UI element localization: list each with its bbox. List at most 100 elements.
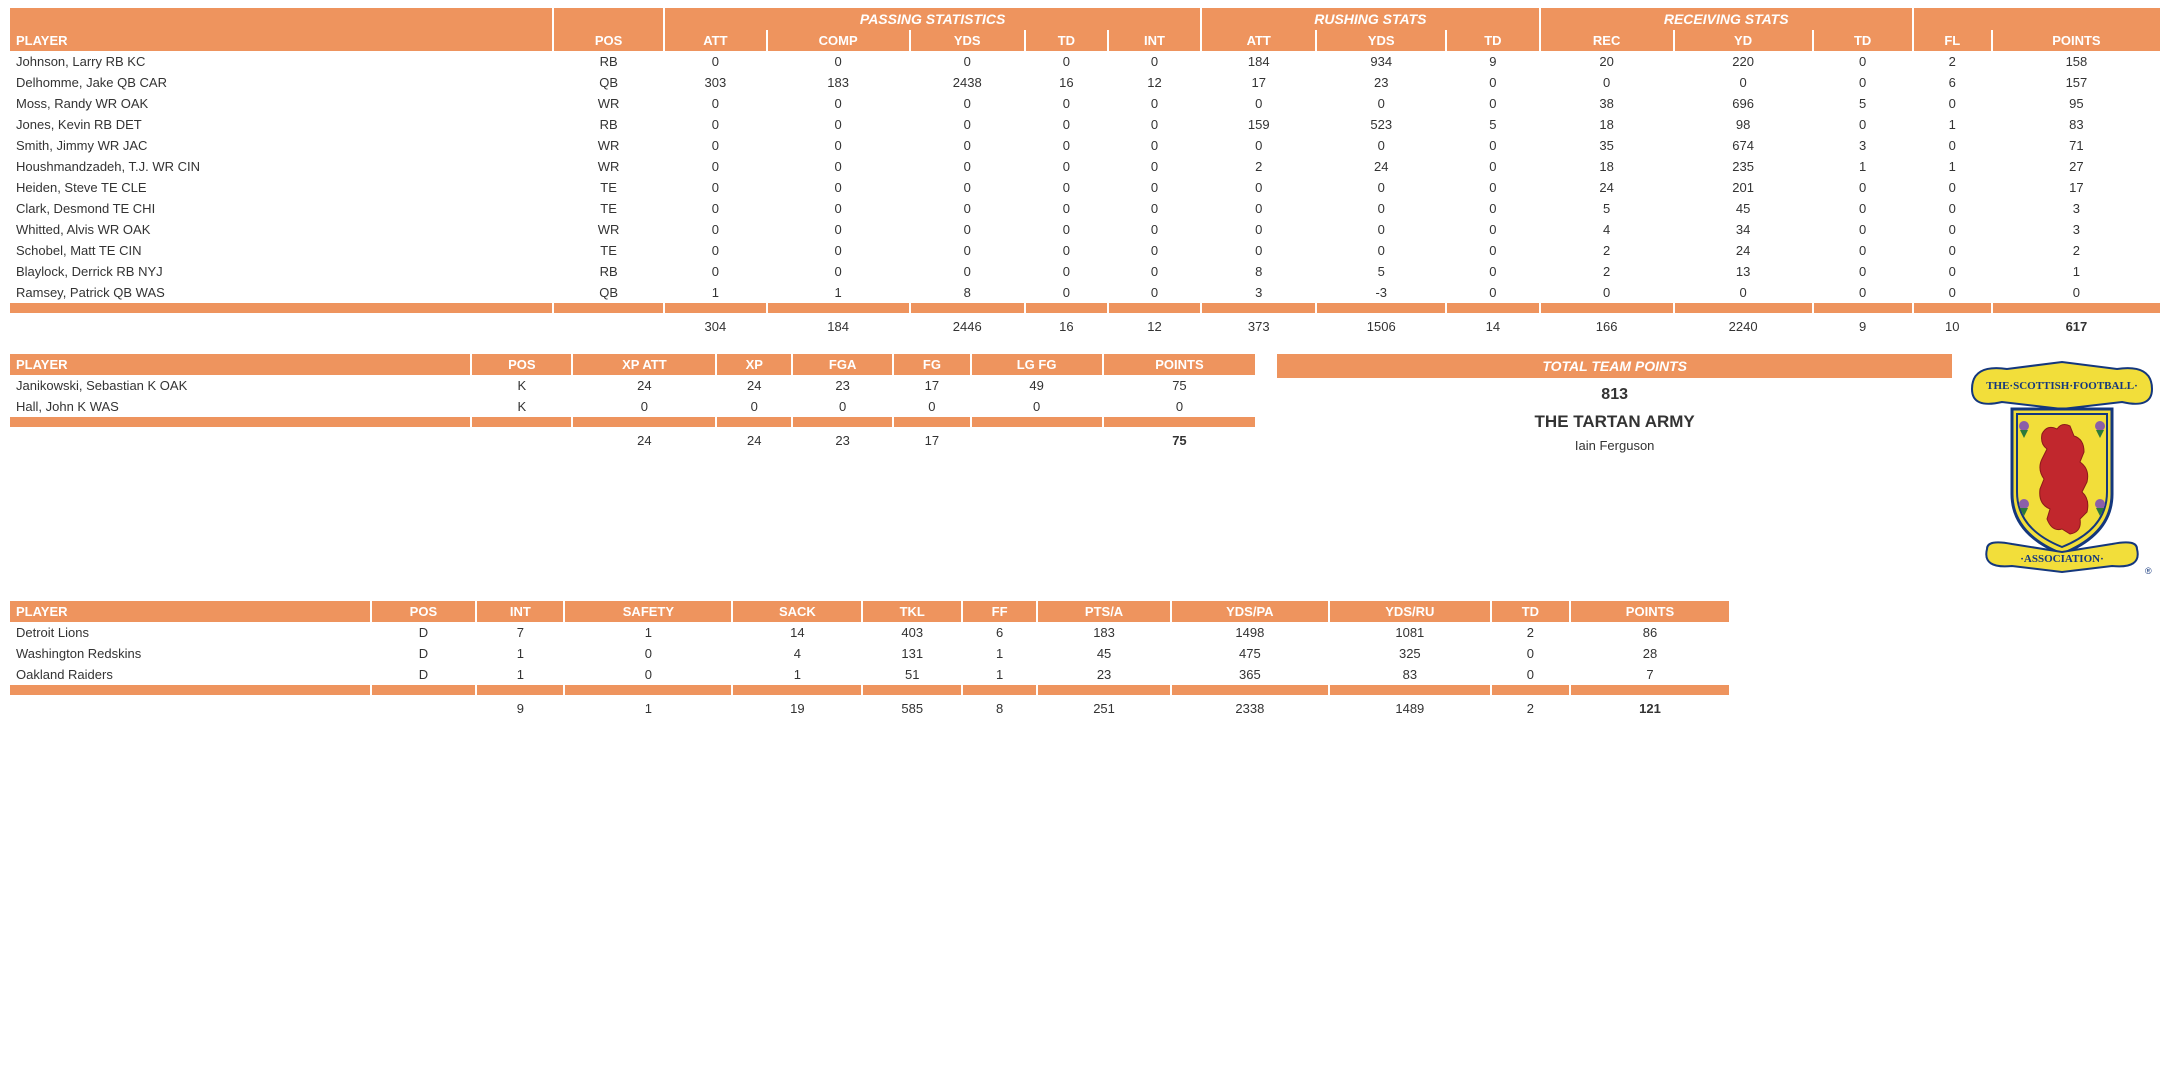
stat-cell: 0 xyxy=(1026,177,1107,198)
stat-cell: 159 xyxy=(1202,114,1315,135)
stat-cell: 0 xyxy=(1026,261,1107,282)
stat-cell: 0 xyxy=(1109,240,1200,261)
player-cell: Smith, Jimmy WR JAC xyxy=(10,135,552,156)
total-cell: 1506 xyxy=(1317,313,1445,340)
stat-cell: 674 xyxy=(1675,135,1812,156)
stat-cell: 0 xyxy=(573,396,715,417)
stat-cell: 0 xyxy=(1541,72,1673,93)
total-cell xyxy=(554,313,663,340)
stat-cell: 98 xyxy=(1675,114,1812,135)
player-cell: Delhomme, Jake QB CAR xyxy=(10,72,552,93)
stat-cell: 23 xyxy=(1038,664,1170,685)
total-cell: 2338 xyxy=(1172,695,1328,722)
column-header: ATT xyxy=(665,30,765,51)
defense-body: Detroit LionsD7114403618314981081286Wash… xyxy=(10,622,1729,685)
total-cell: 617 xyxy=(1993,313,2160,340)
stat-cell: 0 xyxy=(1202,219,1315,240)
stat-cell: 3 xyxy=(1993,198,2160,219)
stat-cell: 0 xyxy=(665,261,765,282)
stat-cell: 0 xyxy=(665,114,765,135)
stat-cell: 0 xyxy=(1675,72,1812,93)
stat-cell: 0 xyxy=(1447,240,1539,261)
stat-cell: QB xyxy=(554,72,663,93)
stat-cell: 0 xyxy=(1317,135,1445,156)
stat-cell: 0 xyxy=(1814,240,1912,261)
player-cell: Hall, John K WAS xyxy=(10,396,470,417)
stat-cell: 0 xyxy=(1814,261,1912,282)
total-cell: 8 xyxy=(963,695,1036,722)
team-owner: Iain Ferguson xyxy=(1277,436,1952,455)
total-cell xyxy=(10,695,370,722)
stat-cell: 235 xyxy=(1675,156,1812,177)
total-cell: 2240 xyxy=(1675,313,1812,340)
offense-body: Johnson, Larry RB KCRB000001849349202200… xyxy=(10,51,2160,303)
stat-cell: 0 xyxy=(911,198,1024,219)
column-header: PLAYER xyxy=(10,601,370,622)
stat-cell: 0 xyxy=(665,51,765,72)
stat-cell: 1 xyxy=(1914,114,1991,135)
team-logo: THE·SCOTTISH·FOOTBALL· ·ASSOCIATION· ® xyxy=(1962,354,2162,587)
total-cell xyxy=(372,695,475,722)
player-cell: Oakland Raiders xyxy=(10,664,370,685)
stat-cell: 0 xyxy=(1026,282,1107,303)
stat-cell: 24 xyxy=(717,375,791,396)
player-cell: Heiden, Steve TE CLE xyxy=(10,177,552,198)
stat-cell: 0 xyxy=(1202,177,1315,198)
column-header: PTS/A xyxy=(1038,601,1170,622)
stat-cell: 45 xyxy=(1038,643,1170,664)
total-cell: 1 xyxy=(565,695,731,722)
table-row: Clark, Desmond TE CHITE00000000545003 xyxy=(10,198,2160,219)
stat-cell: 17 xyxy=(1993,177,2160,198)
stat-cell: 9 xyxy=(1447,51,1539,72)
column-header: LG FG xyxy=(972,354,1102,375)
receiving-group-header: RECEIVING STATS xyxy=(1541,8,1912,30)
stat-cell: TE xyxy=(554,177,663,198)
stat-cell: 49 xyxy=(972,375,1102,396)
table-row: Oakland RaidersD101511233658307 xyxy=(10,664,1729,685)
passing-group-header: PASSING STATISTICS xyxy=(665,8,1200,30)
stat-cell: K xyxy=(472,375,571,396)
stat-cell: 27 xyxy=(1993,156,2160,177)
defense-totals-row: 91195858251233814892121 xyxy=(10,695,1729,722)
stat-cell: 0 xyxy=(1914,177,1991,198)
stat-cell: 0 xyxy=(665,219,765,240)
column-header: FGA xyxy=(793,354,892,375)
defense-column-header-row: PLAYERPOSINTSAFETYSACKTKLFFPTS/AYDS/PAYD… xyxy=(10,601,1729,622)
stat-cell: 71 xyxy=(1993,135,2160,156)
blank-header xyxy=(554,8,663,30)
rushing-group-header: RUSHING STATS xyxy=(1202,8,1539,30)
stat-cell: 183 xyxy=(768,72,909,93)
stat-cell: 34 xyxy=(1675,219,1812,240)
table-row: Ramsey, Patrick QB WASQB118003-3000000 xyxy=(10,282,2160,303)
stat-cell: 1 xyxy=(768,282,909,303)
total-cell: 24 xyxy=(573,427,715,454)
stat-cell: 1 xyxy=(1993,261,2160,282)
separator-row xyxy=(10,303,2160,313)
stat-cell: 0 xyxy=(911,240,1024,261)
stat-cell: 35 xyxy=(1541,135,1673,156)
stat-cell: 0 xyxy=(1447,72,1539,93)
stat-cell: 51 xyxy=(863,664,961,685)
stat-cell: 0 xyxy=(1814,114,1912,135)
stat-cell: 0 xyxy=(1814,51,1912,72)
stat-cell: 0 xyxy=(1026,240,1107,261)
table-row: Houshmandzadeh, T.J. WR CINWR00000224018… xyxy=(10,156,2160,177)
logo-banner-text: THE·SCOTTISH·FOOTBALL· xyxy=(1986,380,2138,392)
stat-cell: 0 xyxy=(911,51,1024,72)
stat-cell: 2 xyxy=(1202,156,1315,177)
kicking-body: Janikowski, Sebastian K OAKK242423174975… xyxy=(10,375,1255,417)
stat-cell: 0 xyxy=(1447,177,1539,198)
stat-cell: 0 xyxy=(768,93,909,114)
stat-cell: 0 xyxy=(1109,135,1200,156)
stat-cell: 0 xyxy=(665,198,765,219)
column-header: POINTS xyxy=(1104,354,1256,375)
stat-cell: 158 xyxy=(1993,51,2160,72)
offense-column-header-row: PLAYERPOSATTCOMPYDSTDINTATTYDSTDRECYDTDF… xyxy=(10,30,2160,51)
team-summary-panel: TOTAL TEAM POINTS 813 THE TARTAN ARMY Ia… xyxy=(1277,354,1952,455)
table-row: Hall, John K WASK000000 xyxy=(10,396,1255,417)
stat-cell: 0 xyxy=(1814,177,1912,198)
stat-cell: 0 xyxy=(1447,282,1539,303)
stat-cell: 0 xyxy=(1914,261,1991,282)
stat-cell: 14 xyxy=(733,622,861,643)
stat-cell: 83 xyxy=(1993,114,2160,135)
